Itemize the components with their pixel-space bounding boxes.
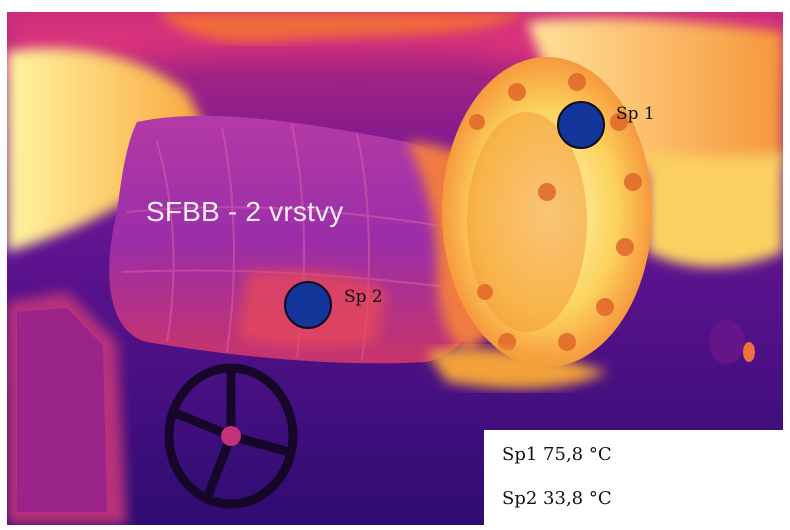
lower-warm-shape bbox=[427, 348, 607, 389]
thermal-scene bbox=[7, 12, 783, 525]
left-hot-arm bbox=[7, 48, 207, 252]
readout-label-sp2: Sp2 bbox=[502, 488, 538, 509]
upper-hot-band bbox=[157, 12, 527, 43]
readout-row-sp2: Sp2 33,8 °C bbox=[502, 486, 790, 530]
thermal-image bbox=[7, 12, 783, 525]
temperature-readout-panel: Sp1 75,8 °C Sp2 33,8 °C bbox=[484, 430, 790, 530]
readout-row-sp1: Sp1 75,8 °C bbox=[502, 442, 790, 486]
spot-marker-sp2 bbox=[284, 281, 332, 329]
right-dark-spot bbox=[709, 320, 745, 364]
handwheel bbox=[164, 363, 298, 509]
spot-label-sp1: Sp 1 bbox=[616, 104, 655, 124]
readout-value-sp2: 33,8 °C bbox=[543, 488, 612, 509]
handwheel-hub bbox=[221, 426, 241, 446]
flange-inner bbox=[467, 112, 587, 332]
right-pipe-segment bbox=[647, 152, 783, 267]
flange-bolts bbox=[469, 73, 642, 351]
right-warm-dot bbox=[743, 342, 755, 362]
spot-marker-sp1 bbox=[557, 101, 605, 149]
spot-label-sp2: Sp 2 bbox=[344, 287, 383, 307]
readout-value-sp1: 75,8 °C bbox=[543, 444, 612, 465]
readout-label-sp1: Sp1 bbox=[502, 444, 538, 465]
left-box-shade bbox=[17, 308, 107, 512]
image-overlay-label: SFBB - 2 vrstvy bbox=[146, 196, 344, 227]
